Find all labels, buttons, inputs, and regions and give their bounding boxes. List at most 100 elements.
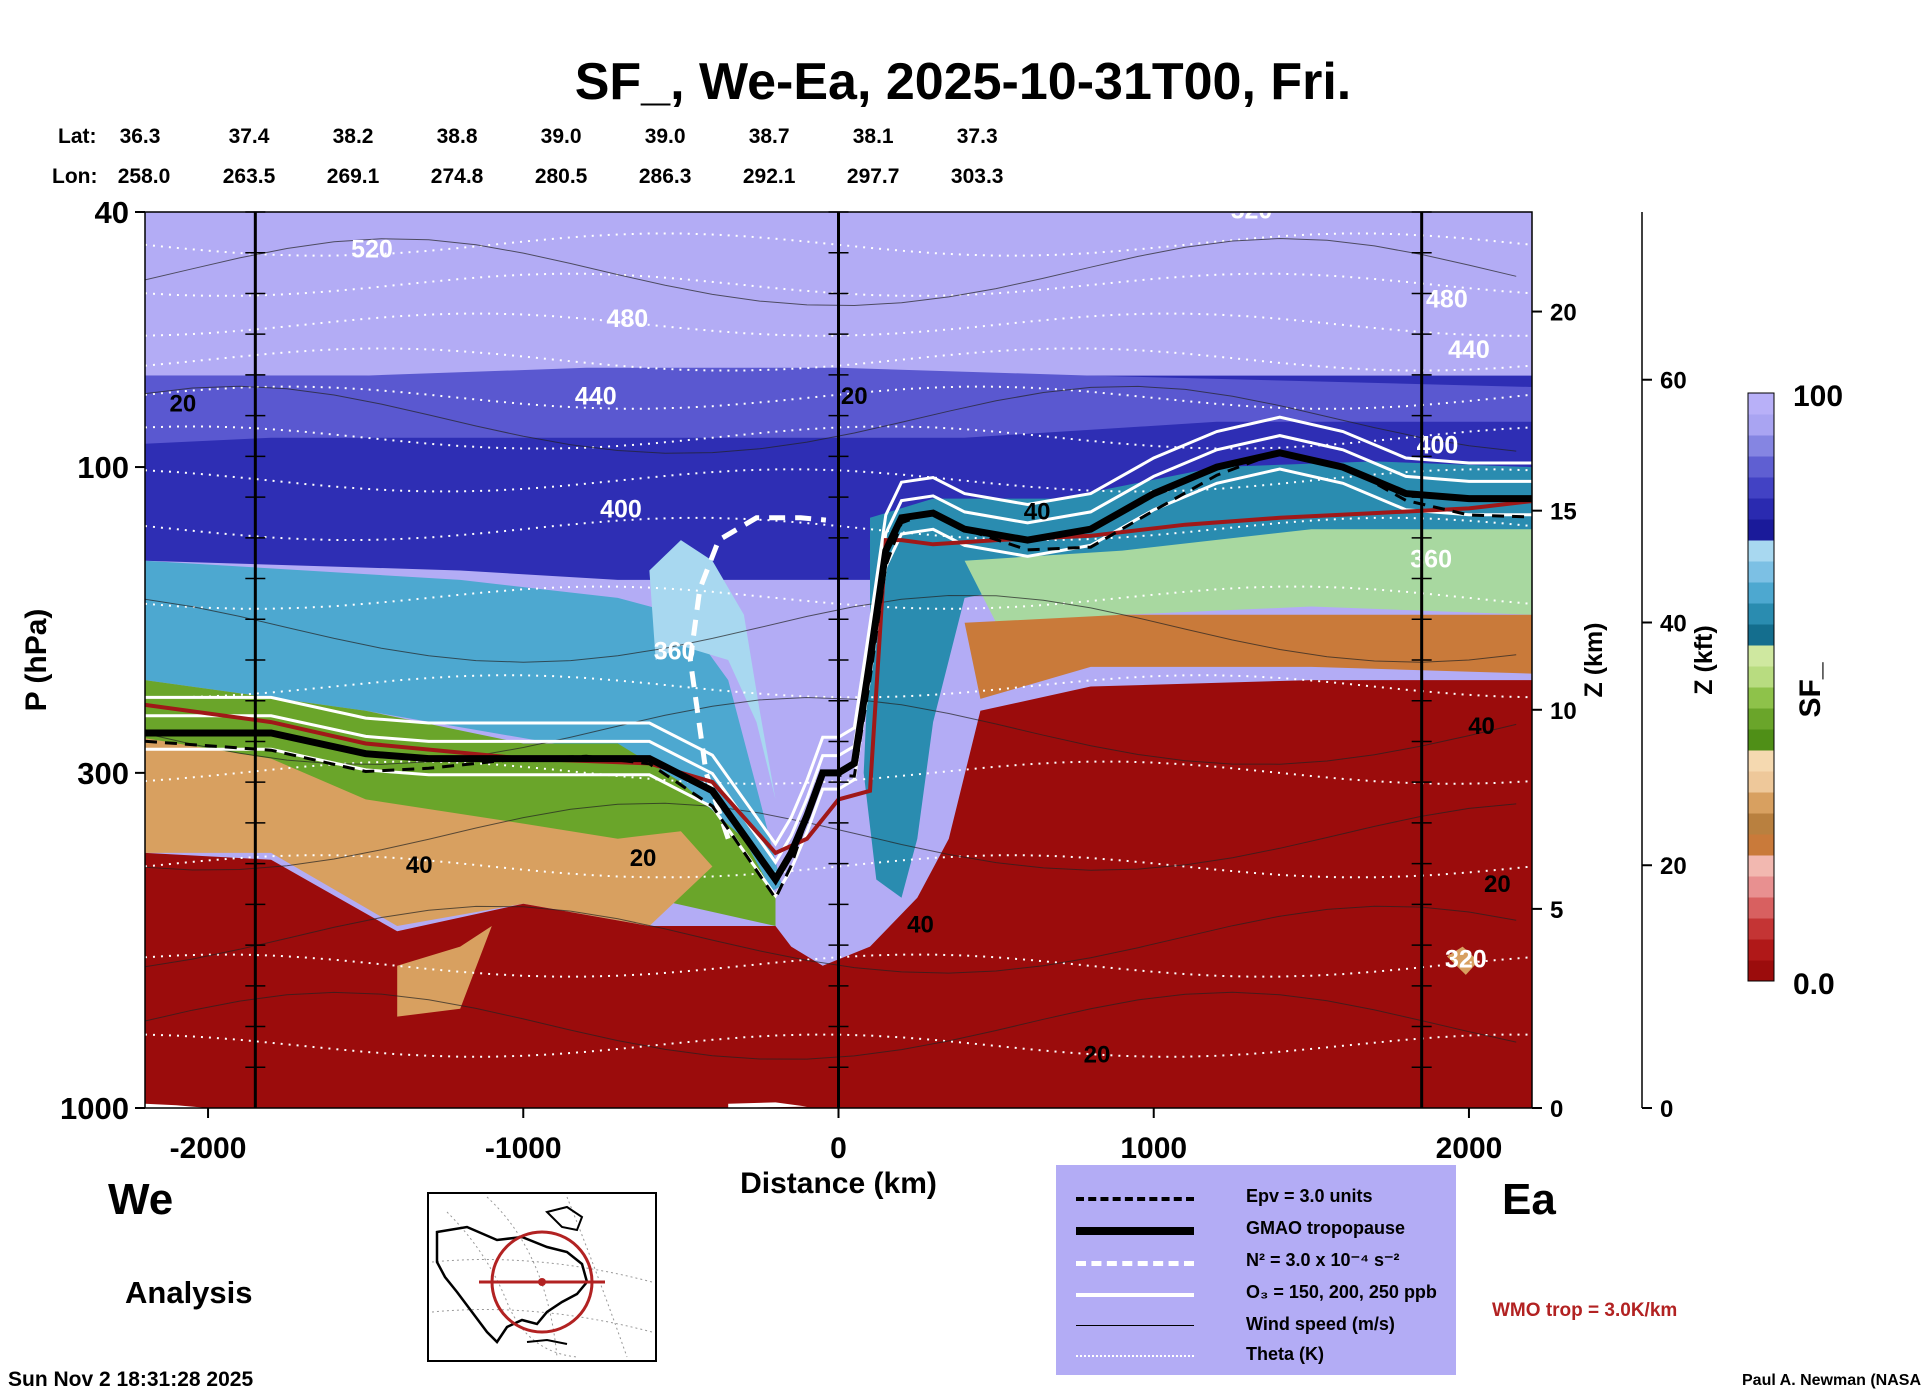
legend-label-gmao: GMAO tropopause [1246, 1218, 1406, 1238]
theta-label: 360 [1410, 545, 1452, 573]
zkm-tick-label: 15 [1550, 499, 1577, 526]
wind-label: 40 [907, 911, 934, 938]
theta-label: 520 [351, 236, 393, 264]
zkft-axis-label: Z (kft) [1690, 625, 1718, 694]
wind-label: 40 [1024, 498, 1051, 525]
theta-contour [145, 760, 1532, 785]
colorbar-segment [1748, 540, 1774, 562]
terrain-edge-center [728, 1102, 807, 1108]
brown-band-east [964, 614, 1532, 699]
lon-value: 258.0 [117, 165, 171, 188]
x-axis-label: Distance (km) [740, 1167, 937, 1200]
timestamp: Sun Nov 2 18:31:28 2025 [8, 1368, 254, 1391]
colorbar-segment [1748, 729, 1774, 751]
theta-label: 520 [1231, 197, 1273, 225]
legend-label-n2: N² = 3.0 x 10⁻⁴ s⁻² [1246, 1250, 1400, 1270]
light-blue-tongue [649, 540, 776, 800]
wind-contour [145, 237, 1517, 307]
west-label: We [108, 1175, 174, 1224]
theta-label: 440 [575, 383, 617, 411]
zkft-tick-label: 0 [1660, 1096, 1673, 1123]
colorbar-segment [1748, 960, 1774, 982]
tan-band-west [145, 738, 713, 926]
colorbar-segment [1748, 771, 1774, 793]
theta-label: 440 [1448, 336, 1490, 364]
colorbar-segment [1748, 666, 1774, 688]
colorbar-segment [1748, 393, 1774, 415]
lon-header-label: Lon: [52, 165, 98, 188]
legend-item-theta: Theta (K) [1076, 1341, 1456, 1371]
theta-label: 480 [606, 305, 648, 333]
wind-contour [145, 905, 1517, 974]
wind-label: 20 [169, 390, 196, 417]
legend-swatch-o3 [1076, 1293, 1194, 1297]
y-axis-label: P (hPa) [20, 609, 53, 712]
wind-contour [145, 594, 1517, 663]
zkm-axis-label: Z (km) [1580, 623, 1608, 698]
theta-label: 480 [1426, 285, 1468, 313]
section-center-marker [538, 1278, 546, 1286]
x-tick-label: -2000 [170, 1132, 247, 1165]
legend: Epv = 3.0 units GMAO tropopause N² = 3.0… [1056, 1165, 1456, 1375]
legend-item-gmao: GMAO tropopause [1076, 1215, 1456, 1245]
colorbar-segment [1748, 477, 1774, 499]
wind-contour [145, 802, 1517, 871]
legend-item-wind: Wind speed (m/s) [1076, 1311, 1456, 1341]
colorbar-segment [1748, 834, 1774, 856]
lon-value: 263.5 [222, 165, 276, 188]
green-band-east [964, 529, 1532, 623]
east-label: Ea [1502, 1175, 1556, 1224]
wmo-trop-label: WMO trop = 3.0K/km [1492, 1300, 1678, 1321]
lat-value: 39.0 [644, 125, 686, 148]
colorbar-segment [1748, 897, 1774, 919]
colorbar-frame [1747, 392, 1775, 982]
zkft-tick-label: 40 [1660, 610, 1687, 637]
lat-value: 38.8 [436, 125, 478, 148]
lon-value: 292.1 [742, 165, 796, 188]
wind-label: 20 [1084, 1041, 1111, 1068]
lon-value: 269.1 [326, 165, 380, 188]
chart-title: SF_, We-Ea, 2025-10-31T00, Fri. [574, 53, 1352, 111]
location-map-inset [427, 1192, 657, 1362]
zkft-tick-label: 60 [1660, 368, 1687, 395]
legend-item-epv: Epv = 3.0 units [1076, 1183, 1456, 1213]
north-america-outline [435, 1225, 589, 1344]
lon-value: 286.3 [638, 165, 692, 188]
lat-value: 37.4 [228, 125, 270, 148]
terrain-edge-west [145, 1103, 208, 1108]
troposphere-region [145, 680, 1532, 1108]
colorbar-axis-label: SF_ [1794, 662, 1827, 717]
colorbar-segment [1748, 582, 1774, 604]
lat-value: 39.0 [540, 125, 582, 148]
x-tick-label: 0 [830, 1132, 847, 1165]
zkm-tick-label: 0 [1550, 1096, 1563, 1123]
legend-label-wind: Wind speed (m/s) [1246, 1314, 1395, 1334]
colorbar-segment [1748, 519, 1774, 541]
tan-blob-west [397, 926, 492, 1017]
colorbar-segment [1748, 792, 1774, 814]
colorbar-segment [1748, 624, 1774, 646]
y-tick-label: 100 [77, 450, 129, 485]
legend-label-epv: Epv = 3.0 units [1246, 1186, 1373, 1206]
wind-label: 40 [406, 852, 433, 879]
wind-contour [145, 991, 1517, 1060]
legend-label-o3: O₃ = 150, 200, 250 ppb [1246, 1282, 1437, 1302]
theta-contour [145, 468, 1532, 493]
colorbar-segment [1748, 603, 1774, 625]
legend-swatch-epv [1076, 1197, 1194, 1201]
x-tick-label: 2000 [1436, 1132, 1503, 1165]
lat-value: 38.1 [852, 125, 894, 148]
legend-item-o3: O₃ = 150, 200, 250 ppb [1076, 1279, 1456, 1309]
colorbar-segment [1748, 687, 1774, 709]
lon-value: 297.7 [846, 165, 900, 188]
legend-swatch-n2 [1076, 1261, 1194, 1266]
colorbar-segment [1748, 708, 1774, 730]
zkm-tick-label: 20 [1550, 300, 1577, 327]
wind-contour [145, 385, 1517, 454]
lat-value: 37.3 [956, 125, 998, 148]
colorbar-segment [1748, 813, 1774, 835]
colorbar-segment [1748, 939, 1774, 961]
wind-label: 20 [841, 383, 868, 410]
analysis-label: Analysis [125, 1275, 253, 1310]
